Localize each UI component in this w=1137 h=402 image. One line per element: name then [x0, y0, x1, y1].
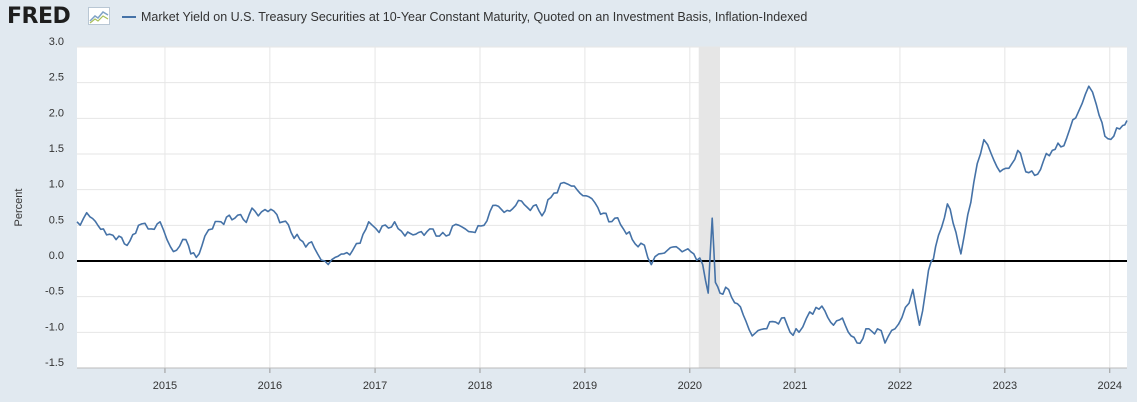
fred-logo[interactable]: FRED	[7, 4, 71, 29]
y-tick-label: 1.0	[49, 179, 64, 191]
fred-chart-icon	[88, 7, 110, 25]
y-tick-label: 0.0	[49, 250, 64, 262]
x-tick-label: 2019	[573, 380, 597, 392]
x-tick-label: 2022	[888, 380, 912, 392]
x-tick-label: 2020	[678, 380, 702, 392]
y-axis-label: Percent	[13, 189, 25, 227]
chart-header: FRED Market Yield on U.S. Treasury Secur…	[0, 0, 1137, 34]
series-line	[76, 85, 1128, 345]
chart-legend: Market Yield on U.S. Treasury Securities…	[122, 10, 807, 24]
y-tick-label: 1.5	[49, 143, 64, 155]
y-tick-label: 2.5	[49, 72, 64, 84]
x-tick-label: 2017	[363, 380, 387, 392]
y-tick-label: 2.0	[49, 107, 64, 119]
x-tick-label: 2015	[153, 380, 177, 392]
x-tick-label: 2023	[993, 380, 1017, 392]
legend-series-label: Market Yield on U.S. Treasury Securities…	[141, 10, 808, 24]
x-tick-label: 2024	[1098, 380, 1122, 392]
y-tick-label: -1.0	[45, 321, 64, 333]
recession-shade	[698, 47, 720, 368]
y-tick-label: -0.5	[45, 286, 64, 298]
y-tick-label: 0.5	[49, 214, 64, 226]
x-tick-label: 2018	[468, 380, 492, 392]
x-tick-label: 2016	[258, 380, 282, 392]
x-tick-label: 2021	[783, 380, 807, 392]
legend-swatch	[122, 16, 136, 18]
y-tick-label: -1.5	[45, 357, 64, 369]
y-tick-label: 3.0	[49, 36, 64, 48]
